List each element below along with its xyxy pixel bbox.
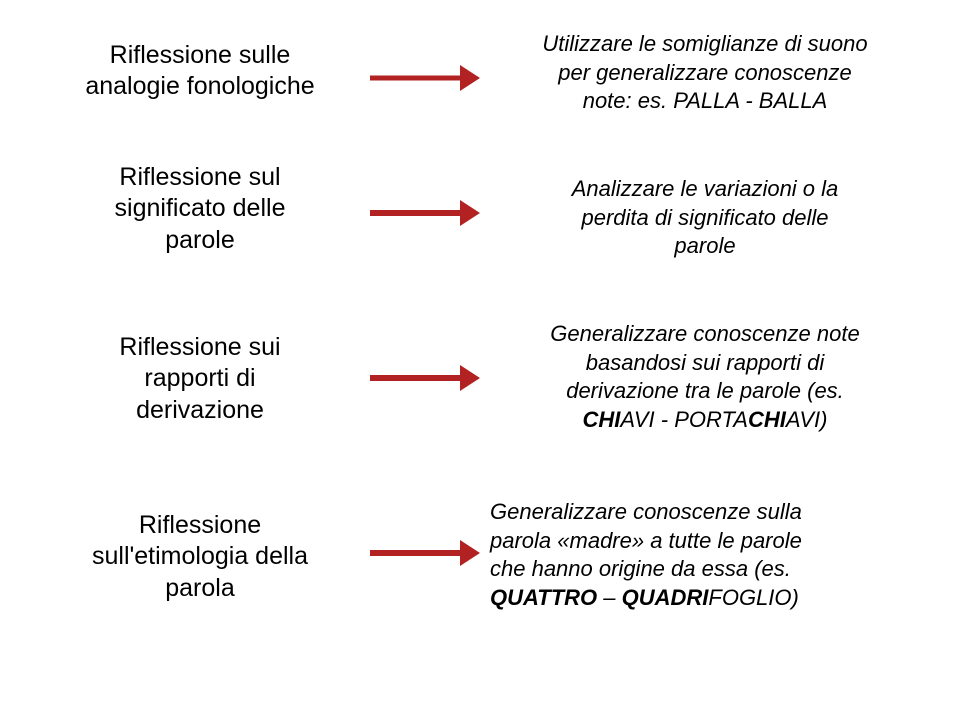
right-box-4: Generalizzare conoscenze sulla parola «m…	[490, 498, 930, 612]
arrow-2	[370, 200, 480, 226]
mid-chiavi-2: AVI)	[786, 407, 828, 432]
left-box-2-line-1: Riflessione sul	[30, 162, 370, 193]
left-box-1-line-2: analogie fonologiche	[30, 71, 370, 102]
mid-quattro-2: FOGLIO)	[708, 585, 798, 610]
arrow-1	[370, 65, 480, 91]
arrow-3	[370, 365, 480, 391]
right-box-4-line-3: che hanno origine da essa (es.	[490, 555, 930, 584]
right-box-3-line-3: derivazione tra le parole (es.	[485, 377, 925, 406]
left-box-4-line-1: Riflessione	[30, 510, 370, 541]
right-box-1: Utilizzare le somiglianze di suono per g…	[485, 30, 925, 116]
right-box-4-line-4: QUATTRO – QUADRIFOGLIO)	[490, 584, 930, 613]
bold-chi-1: CHI	[583, 407, 621, 432]
left-box-1: Riflessione sulle analogie fonologiche	[30, 40, 370, 103]
bold-quadri: QUADRI	[622, 585, 709, 610]
arrow-4	[370, 540, 480, 566]
right-box-3-line-4: CHIAVI - PORTACHIAVI)	[485, 406, 925, 435]
mid-quattro-1: –	[597, 585, 621, 610]
right-box-3-line-2: basandosi sui rapporti di	[485, 349, 925, 378]
right-box-1-line-1: Utilizzare le somiglianze di suono	[485, 30, 925, 59]
left-box-3: Riflessione sui rapporti di derivazione	[30, 332, 370, 426]
right-box-3-line-1: Generalizzare conoscenze note	[485, 320, 925, 349]
right-box-1-line-3: note: es. PALLA - BALLA	[485, 87, 925, 116]
left-box-1-line-1: Riflessione sulle	[30, 40, 370, 71]
right-box-4-line-1: Generalizzare conoscenze sulla	[490, 498, 930, 527]
right-box-4-line-2: parola «madre» a tutte le parole	[490, 527, 930, 556]
bold-quattro-1: QUATTRO	[490, 585, 597, 610]
left-box-2-line-3: parole	[30, 225, 370, 256]
bold-chi-2: CHI	[748, 407, 786, 432]
left-box-4-line-3: parola	[30, 573, 370, 604]
right-box-2-line-2: perdita di significato delle	[485, 204, 925, 233]
left-box-2: Riflessione sul significato delle parole	[30, 162, 370, 256]
right-box-3: Generalizzare conoscenze note basandosi …	[485, 320, 925, 434]
left-box-3-line-1: Riflessione sui	[30, 332, 370, 363]
left-box-2-line-2: significato delle	[30, 193, 370, 224]
right-box-2: Analizzare le variazioni o la perdita di…	[485, 175, 925, 261]
right-box-2-line-3: parole	[485, 232, 925, 261]
left-box-4-line-2: sull'etimologia della	[30, 541, 370, 572]
right-box-1-line-2: per generalizzare conoscenze	[485, 59, 925, 88]
left-box-3-line-3: derivazione	[30, 395, 370, 426]
right-box-2-line-1: Analizzare le variazioni o la	[485, 175, 925, 204]
left-box-3-line-2: rapporti di	[30, 363, 370, 394]
left-box-4: Riflessione sull'etimologia della parola	[30, 510, 370, 604]
mid-chiavi-1: AVI - PORTA	[620, 407, 748, 432]
